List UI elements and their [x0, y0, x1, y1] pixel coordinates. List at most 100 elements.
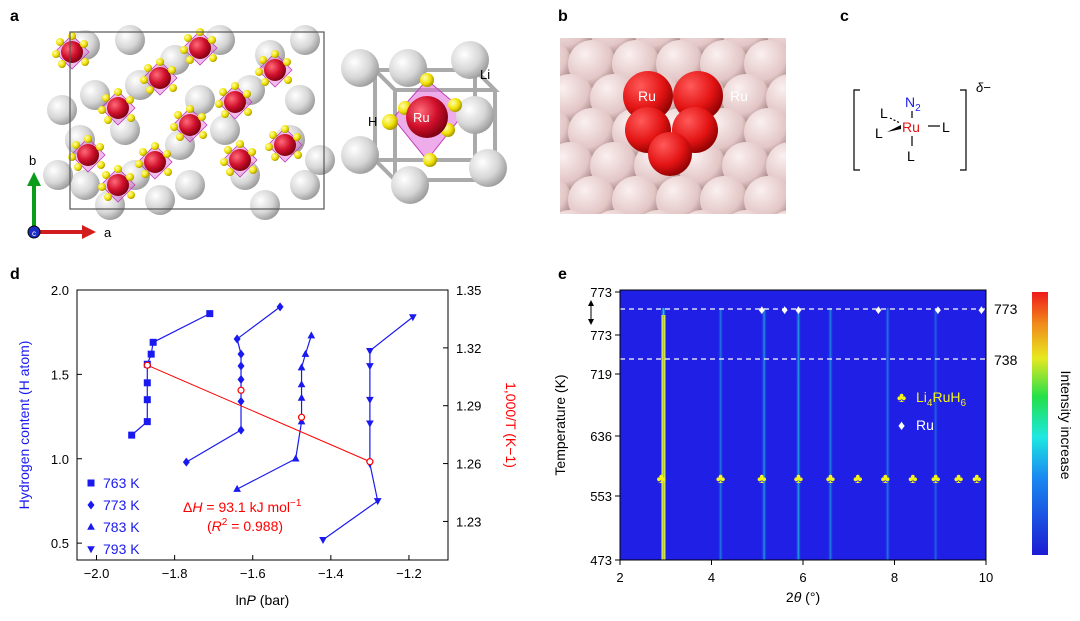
y-tick-label: 773: [590, 285, 612, 300]
inset-h-label: H: [368, 114, 377, 129]
panel-e-chart: 2 4 6 8 10 773 773 719 636 553 473 773 738 2θ (°) Temp…: [552, 285, 1074, 605]
r2-annotation: (R2 = 0.988): [207, 517, 283, 534]
ru-marker: ♦: [875, 302, 882, 317]
bracket-left: [853, 89, 860, 171]
x-tick-label: −1.4: [318, 566, 344, 581]
h-atom: [68, 153, 76, 161]
ligand-n2: N2: [905, 94, 921, 114]
legend-label: 773 K: [103, 497, 140, 513]
surface-atom: [722, 74, 770, 122]
surface-atom: [732, 210, 760, 214]
h-atom: [221, 110, 229, 118]
h-atom: [164, 168, 172, 176]
legend-symbol-li4ruh6: ♣: [897, 389, 906, 405]
li-atom: [80, 80, 110, 110]
h-atom: [219, 88, 227, 96]
y2-axis-label: 1,000/T (K−1): [503, 382, 519, 468]
unit-cell-outline: [69, 31, 325, 210]
y2-tick-label: 1.26: [456, 457, 481, 472]
h-atom: [243, 90, 251, 98]
data-point: [237, 396, 245, 406]
h-atom: [139, 148, 147, 156]
c-axis-label: c: [32, 229, 36, 238]
ru-atom: [274, 134, 296, 156]
h-atom: [271, 153, 279, 161]
legend-label-ru: Ru: [916, 417, 934, 433]
ru-atom: [144, 151, 166, 173]
h-atom: [248, 148, 256, 156]
h-atom: [56, 38, 64, 46]
ligand-L-bottom: L: [907, 148, 915, 164]
data-point: [373, 498, 382, 506]
series-line-2: [236, 335, 312, 490]
h-atom: [68, 32, 76, 40]
x-tick-label: −1.8: [162, 566, 188, 581]
y-axis-label: Hydrogen content (H atom): [16, 341, 32, 510]
li-atom: [70, 170, 100, 200]
h-atom: [198, 113, 206, 121]
panel-label-a: a: [10, 8, 19, 25]
plot-frame: [76, 289, 449, 561]
x-tick-label: 8: [891, 570, 898, 585]
vant-hoff-point: [297, 413, 306, 421]
li4ruh6-marker: ♣: [881, 470, 890, 486]
h-atom: [102, 94, 110, 102]
ru-marker: ♦: [781, 302, 788, 317]
h-atom: [284, 76, 292, 84]
li-atom: [290, 170, 320, 200]
data-point: [182, 457, 190, 467]
li-atom: [95, 190, 125, 220]
legend-symbol-ru: ♦: [898, 417, 905, 433]
li4ruh6-marker: ♣: [908, 470, 917, 486]
panel-a-crystal-structure: c b a Ru H Li: [27, 25, 507, 240]
diffraction-streak: [884, 308, 891, 560]
right-label-738: 738: [994, 352, 1018, 368]
data-point: [143, 379, 151, 387]
data-point: [237, 361, 245, 371]
li4ruh6-marker: ♣: [716, 470, 725, 486]
ru-atom: [229, 149, 251, 171]
h-atom: [168, 66, 176, 74]
a-axis-label: a: [104, 225, 112, 240]
center-ru: Ru: [902, 119, 920, 135]
h-atom: [231, 82, 239, 90]
h-atom: [80, 40, 88, 48]
x-tick-label: 6: [799, 570, 806, 585]
h-atom: [255, 68, 263, 76]
unit-cell-lattice: [43, 25, 335, 220]
h-atom: [72, 141, 80, 149]
surface-atom: [568, 40, 616, 88]
surface-atom: [600, 210, 628, 214]
ligand-L-right: L: [942, 119, 950, 135]
diffraction-streak: [795, 308, 802, 560]
y-tick-label: 636: [590, 429, 612, 444]
ligand-L-front: L: [875, 125, 883, 141]
li4ruh6-marker: ♣: [931, 470, 940, 486]
x-tick-label: −1.2: [396, 566, 422, 581]
surface-atom: [568, 176, 616, 214]
h-atom: [127, 114, 135, 122]
li-atom: [305, 145, 335, 175]
hashed-bond: [889, 117, 901, 124]
li-atom: [47, 95, 77, 125]
ru-atom: [189, 37, 211, 59]
y2-tick-label: 1.32: [456, 341, 481, 356]
li4ruh6-marker: ♣: [954, 470, 963, 486]
h-atom: [104, 116, 112, 124]
h-atom: [220, 158, 228, 166]
data-point: [307, 331, 316, 339]
y2-tick-label: 1.23: [456, 514, 481, 529]
h-atom: [186, 105, 194, 113]
data-point: [149, 338, 157, 346]
diffraction-streak: [717, 308, 724, 560]
data-point: [297, 417, 306, 425]
y2-tick-label: 1.29: [456, 399, 481, 414]
h-atom: [84, 135, 92, 143]
surface-atom: [776, 210, 786, 214]
h-atom: [98, 183, 106, 191]
legend-label-li4ruh6: Li4RuH6: [916, 389, 966, 409]
ru-atom: [61, 41, 83, 63]
data-point: [319, 536, 327, 544]
h-atom: [176, 133, 184, 141]
li4ruh6-marker: ♣: [794, 470, 803, 486]
